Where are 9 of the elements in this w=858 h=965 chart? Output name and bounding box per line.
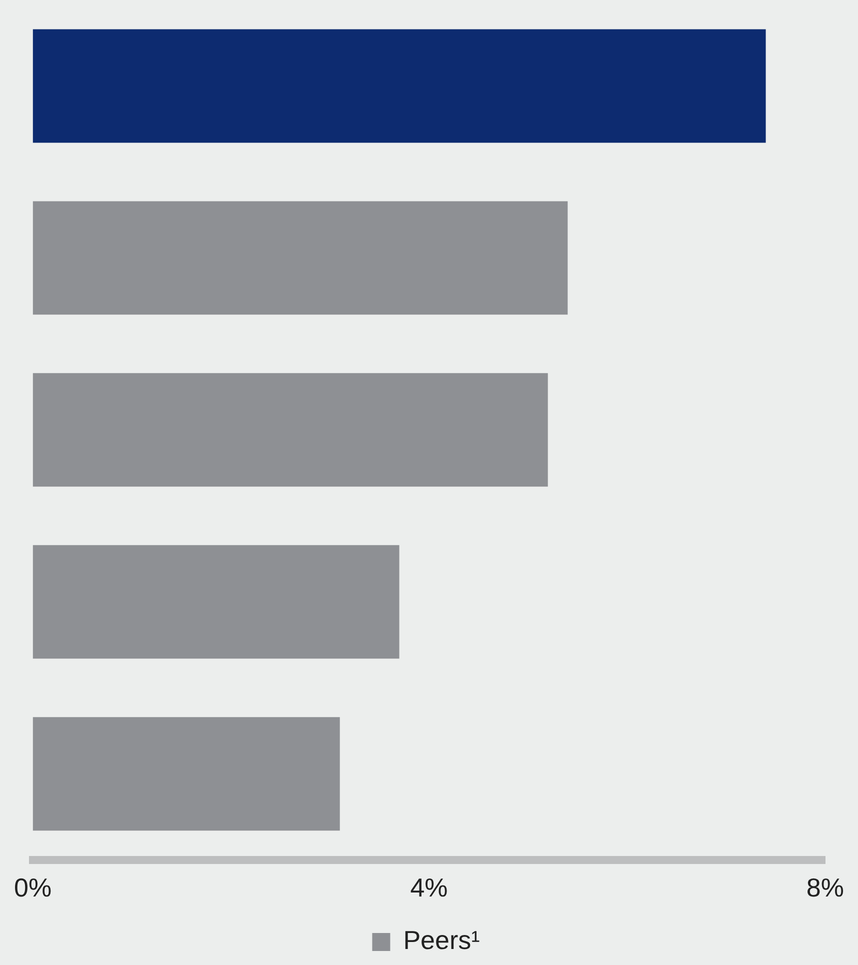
legend-label: Peers¹ — [403, 925, 480, 956]
bar — [32, 545, 400, 659]
x-tick-label: 0% — [14, 872, 52, 903]
bar — [32, 717, 340, 831]
bar — [32, 201, 568, 315]
x-tick-label: 4% — [410, 872, 448, 903]
bar — [32, 29, 766, 143]
x-tick-label: 8% — [806, 872, 844, 903]
bar — [32, 373, 548, 487]
